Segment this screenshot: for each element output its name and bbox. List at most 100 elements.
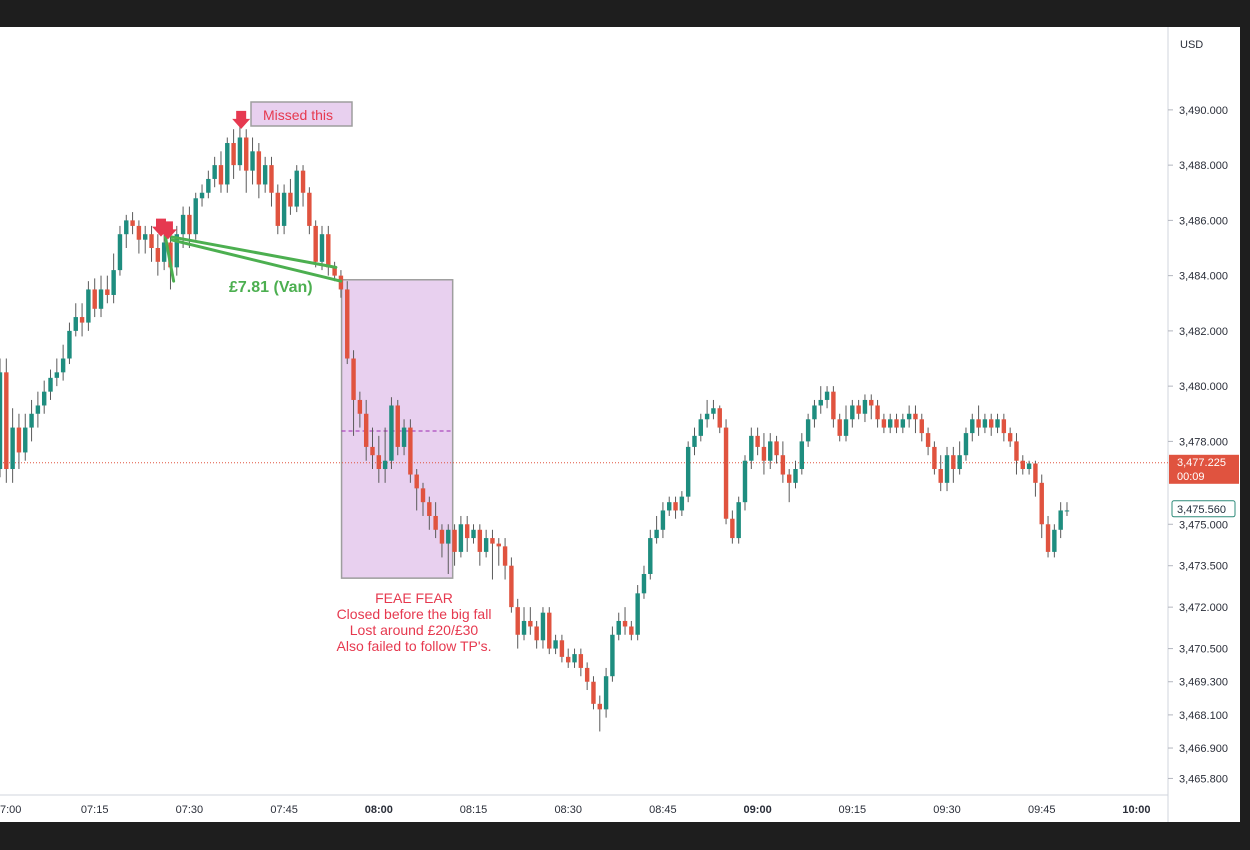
last-price-countdown: 00:09 xyxy=(1177,471,1205,483)
candle-body xyxy=(117,234,123,271)
candlestick-chart[interactable]: 3,490.000 3,488.000 3,486.000 3,484.000 3,48… xyxy=(0,27,1240,822)
candle-body xyxy=(648,538,653,574)
candle-body xyxy=(591,681,596,704)
candle-body xyxy=(812,405,817,420)
candle-body xyxy=(262,165,268,185)
time-axis-ticks: 7:00 07:15 07:30 07:45 08:00 08:15 08:30 08:45 0… xyxy=(0,804,1151,816)
currency-label[interactable]: USD xyxy=(1180,39,1203,51)
candle-body xyxy=(1033,463,1038,483)
candle-body xyxy=(483,538,489,552)
candle-body xyxy=(610,634,615,677)
price-tick-label: 3,480.000 xyxy=(1179,381,1228,393)
candle-body xyxy=(382,460,388,470)
candle-body xyxy=(414,474,419,489)
candle-body xyxy=(957,455,962,470)
candle-body xyxy=(660,510,666,530)
candle-body xyxy=(471,529,476,539)
candle-body xyxy=(932,446,937,470)
candle-body xyxy=(433,515,438,530)
candle-body xyxy=(995,419,1000,428)
candle-body xyxy=(48,377,53,392)
candle-body xyxy=(155,248,161,262)
candle-body xyxy=(755,435,760,447)
candle-body xyxy=(553,640,558,649)
profit-label[interactable]: £7.81 (Van) xyxy=(229,279,313,296)
candle-body xyxy=(199,192,205,199)
time-tick-label: 07:45 xyxy=(270,804,298,816)
candle-body xyxy=(654,529,659,539)
candle-body xyxy=(679,496,685,511)
sell-arrow-icon[interactable] xyxy=(158,221,177,240)
time-tick-label: 08:45 xyxy=(649,804,677,816)
candle-body xyxy=(805,419,811,442)
bottom-toolbar xyxy=(0,822,1250,850)
candle-body xyxy=(218,165,224,185)
candle-body xyxy=(1007,433,1013,442)
time-tick-label: 09:30 xyxy=(933,804,961,816)
candle-body xyxy=(130,220,135,226)
candle-body xyxy=(427,502,432,516)
candle-body xyxy=(711,408,716,414)
candle-body xyxy=(761,446,767,461)
candle-body xyxy=(989,419,994,428)
trend-line-lower[interactable] xyxy=(170,238,343,283)
candle-body xyxy=(824,391,830,400)
candle-body xyxy=(376,455,382,470)
candle-body xyxy=(1014,441,1019,461)
candle-body xyxy=(79,317,85,323)
fear-note[interactable]: FEAE FEAR Closed before the big fall Los… xyxy=(337,590,492,654)
candle-body xyxy=(584,667,590,682)
candle-body xyxy=(408,427,413,475)
trend-line-upper[interactable] xyxy=(170,235,338,269)
candle-body xyxy=(357,399,363,414)
candle-body xyxy=(850,405,855,420)
trend-line-stem[interactable] xyxy=(163,235,176,283)
candle-body xyxy=(231,143,236,166)
window-edge xyxy=(1240,27,1250,822)
candle-body xyxy=(288,192,293,207)
candle-body xyxy=(913,413,918,420)
candle-body xyxy=(439,529,445,544)
candle-body xyxy=(502,546,508,566)
candle-body xyxy=(509,565,514,608)
candle-body xyxy=(1026,463,1032,470)
price-axis[interactable] xyxy=(1168,27,1240,822)
candle-body xyxy=(67,330,72,359)
candle-body xyxy=(982,419,988,428)
candle-body xyxy=(187,214,192,235)
candle-body xyxy=(319,234,325,262)
sell-arrow-top-icon[interactable] xyxy=(232,110,251,129)
candle-body xyxy=(124,220,129,235)
candle-body xyxy=(281,192,287,226)
crosshair-price-badge[interactable]: 3,475.560 xyxy=(1171,500,1236,518)
candle-body xyxy=(105,289,110,295)
candle-body xyxy=(938,469,943,483)
candle-body xyxy=(111,270,116,295)
time-tick-label: 07:15 xyxy=(81,804,109,816)
price-tick-label: 3,472.000 xyxy=(1179,602,1228,614)
candle-body xyxy=(250,151,255,171)
candle-body xyxy=(23,427,28,453)
time-tick-label: 10:00 xyxy=(1122,804,1150,816)
top-toolbar xyxy=(0,0,1250,27)
candle-body xyxy=(704,413,710,420)
candle-body xyxy=(831,391,836,420)
last-price-badge[interactable]: 3,477.225 00:09 xyxy=(1169,454,1239,484)
candle-body xyxy=(843,419,849,436)
last-price-value: 3,477.225 xyxy=(1177,457,1226,469)
candle-body xyxy=(629,626,634,635)
candle-body xyxy=(193,198,198,235)
candle-body xyxy=(496,543,501,547)
candle-body xyxy=(345,289,350,359)
candle-body xyxy=(1020,460,1025,470)
candle-body xyxy=(603,676,609,710)
candle-body xyxy=(667,502,672,511)
candle-body xyxy=(174,234,179,268)
candle-body xyxy=(464,524,470,539)
candle-body xyxy=(180,214,186,235)
missed-callout[interactable]: Missed this xyxy=(250,101,353,127)
candle-body xyxy=(717,408,722,428)
candle-body xyxy=(294,170,299,207)
candle-body xyxy=(925,433,931,447)
candle-body xyxy=(275,192,281,226)
